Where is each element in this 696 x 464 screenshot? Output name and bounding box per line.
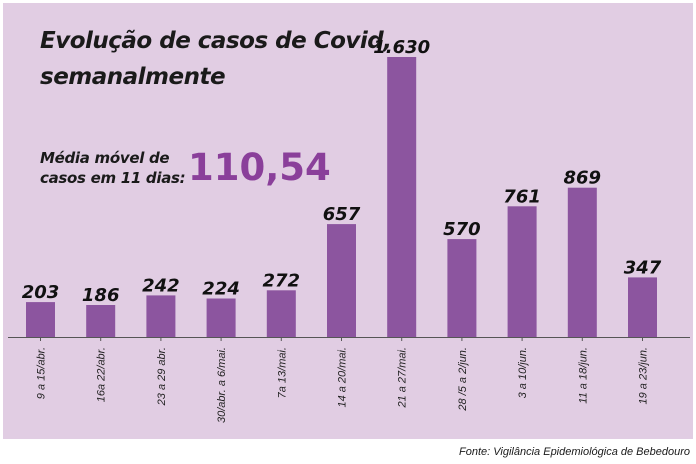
data-label: 242	[142, 275, 180, 296]
source-note: Fonte: Vigilância Epidemiológica de Bebe…	[459, 446, 690, 458]
bar	[146, 295, 176, 337]
bar	[206, 298, 236, 337]
data-label: 203	[22, 282, 60, 303]
x-tick-label: 30/abr. a 6/mai.	[216, 347, 228, 423]
bar	[327, 224, 356, 337]
x-tick-label: 23 a 29 abr.	[156, 347, 168, 406]
bar	[26, 302, 55, 337]
data-label: 1.630	[373, 37, 430, 58]
data-label: 186	[82, 285, 120, 306]
data-label: 272	[263, 270, 301, 291]
data-label: 761	[503, 186, 541, 207]
data-label: 570	[443, 219, 481, 240]
moving-average-value: 110,54	[188, 146, 331, 189]
x-tick-label: 19 a 23/jun.	[638, 347, 650, 405]
moving-average-label: Média móvel de casos em 11 dias:	[40, 149, 186, 187]
chart-title-line-2: semanalmente	[40, 64, 226, 90]
bar	[567, 187, 597, 337]
bar	[507, 206, 537, 337]
data-label: 347	[624, 257, 662, 278]
chart-title-line-1: Evolução de casos de Covid,	[40, 28, 392, 54]
bar	[628, 277, 657, 337]
x-tick-label: 9 a 15/abr.	[36, 347, 48, 399]
data-label: 224	[202, 279, 240, 300]
data-label: 869	[564, 168, 602, 189]
x-tick-label: 14 a 20/mai.	[337, 347, 349, 408]
x-tick-label: 11 a 18/jun.	[577, 347, 589, 404]
bar	[266, 290, 296, 337]
bar	[447, 239, 477, 337]
x-tick-label: 3 a 10/jun.	[517, 347, 529, 398]
bar	[86, 305, 116, 337]
x-tick-label: 7a 13/mai.	[276, 347, 288, 398]
data-label: 657	[323, 204, 361, 225]
bar	[387, 57, 417, 337]
x-tick-label: 21 a 27/mai.	[397, 347, 409, 409]
x-tick-label: 28 /5 a 2/jun.	[457, 347, 469, 412]
x-tick-label: 16a 22/abr.	[96, 347, 108, 402]
